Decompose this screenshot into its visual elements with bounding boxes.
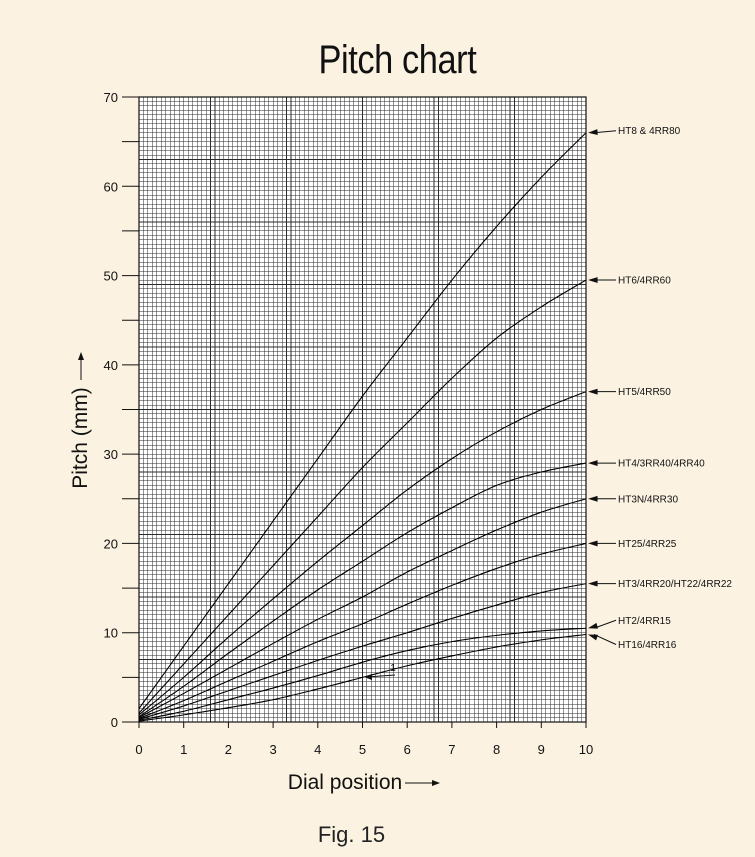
annotation-arrowhead xyxy=(364,674,372,680)
series-label: HT16/4RR16 xyxy=(618,640,677,651)
series-arrowhead xyxy=(588,460,598,467)
series-line xyxy=(138,132,587,709)
series-pointer xyxy=(593,619,617,629)
annotation-label: 1 xyxy=(390,663,396,674)
series-line xyxy=(138,633,587,722)
series-label: HT6/4RR60 xyxy=(618,276,671,287)
y-axis-title: Pitch (mm) xyxy=(69,387,92,489)
x-tick-label: 9 xyxy=(538,742,545,757)
y-tick-label: 0 xyxy=(111,715,118,730)
series-line xyxy=(138,583,587,720)
x-tick-label: 7 xyxy=(448,742,455,757)
x-tick-label: 5 xyxy=(359,742,366,757)
series-label: HT3N/4RR30 xyxy=(618,494,678,505)
x-tick-label: 10 xyxy=(579,742,593,757)
series-line xyxy=(138,498,587,719)
series-arrowhead xyxy=(588,540,598,547)
x-tick-label: 8 xyxy=(493,742,500,757)
grid xyxy=(139,97,586,722)
series-arrowhead xyxy=(588,495,598,502)
x-axis-arrowhead xyxy=(432,780,440,786)
grid-lines xyxy=(139,97,586,722)
chart-title: Pitch chart xyxy=(318,38,477,82)
series-label: HT25/4RR25 xyxy=(618,539,677,550)
series-label: HT8 & 4RR80 xyxy=(618,126,681,137)
series xyxy=(138,132,587,722)
series-pointer xyxy=(593,130,617,134)
series-arrowhead xyxy=(588,580,598,587)
y-tick-label: 70 xyxy=(104,90,118,105)
series-label: HT5/4RR50 xyxy=(618,387,671,398)
x-tick-label: 6 xyxy=(404,742,411,757)
series-line xyxy=(138,542,587,719)
x-tick-label: 0 xyxy=(135,742,142,757)
series-arrowhead xyxy=(588,388,598,395)
y-tick-label: 50 xyxy=(104,269,118,284)
y-tick-label: 30 xyxy=(104,447,118,462)
x-tick-label: 1 xyxy=(180,742,187,757)
series-labels: HT8 & 4RR80 HT6/4RR60 HT5/4RR50 HT4/3RR40/4… xyxy=(588,126,732,651)
y-tick-label: 20 xyxy=(104,536,118,551)
series-label: HT4/3RR40/4RR40 xyxy=(618,459,705,470)
x-tick-label: 3 xyxy=(269,742,276,757)
series-label: HT2/4RR15 xyxy=(618,616,671,627)
series-label: HT3/4RR20/HT22/4RR22 xyxy=(618,579,732,590)
axes: 0 1 2 3 4 5 6 7 8 9 10 0 10 20 30 40 50 60 70 xyxy=(104,90,594,757)
series-line xyxy=(138,391,587,716)
x-axis-title: Dial position xyxy=(288,771,402,794)
series-arrowhead xyxy=(588,622,598,629)
y-tick-label: 40 xyxy=(104,358,118,373)
series-line xyxy=(138,462,587,718)
y-tick-label: 60 xyxy=(104,179,118,194)
series-arrowhead xyxy=(588,634,598,641)
figure-caption: Fig. 15 xyxy=(317,822,386,847)
y-axis-arrowhead xyxy=(78,352,84,360)
series-arrowhead xyxy=(588,129,598,136)
x-tick-label: 2 xyxy=(225,742,232,757)
series-pointer xyxy=(593,634,617,645)
series-line xyxy=(138,627,587,721)
x-tick-label: 4 xyxy=(314,742,321,757)
series-arrowhead xyxy=(588,277,598,283)
y-tick-label: 10 xyxy=(104,626,118,641)
series-line xyxy=(138,279,587,714)
